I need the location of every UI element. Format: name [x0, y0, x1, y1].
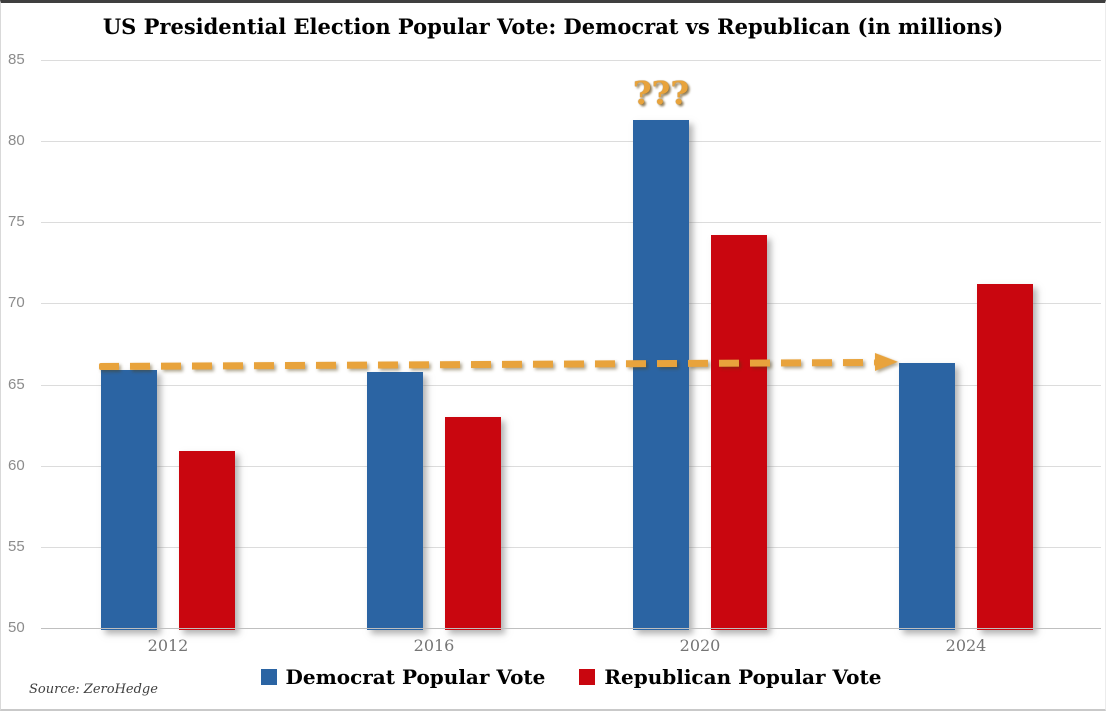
y-tick-label: 55 — [8, 537, 25, 555]
y-tick-label: 50 — [8, 619, 25, 636]
gridline — [41, 628, 1101, 629]
bar-2024-republican — [977, 283, 1033, 630]
plot-area: 50 55 60 65 70 75 80 85 2012 2016 2020 2024 ??? — [1, 3, 1105, 709]
bar-2020-republican — [711, 235, 767, 630]
y-tick-label: 70 — [8, 294, 25, 312]
gridline — [41, 60, 1101, 61]
source-note: Source: ZeroHedge — [29, 682, 158, 697]
y-tick-label: 80 — [8, 132, 25, 150]
legend-item-label: Democrat Popular Vote — [285, 665, 546, 689]
bar-2012-democrat — [101, 369, 157, 630]
chart-title: US Presidential Election Popular Vote: D… — [102, 14, 1004, 39]
legend-item-republican: Republican Popular Vote — [579, 665, 881, 689]
gridline — [41, 465, 1101, 467]
dashed-trend-arrow — [98, 352, 899, 371]
gridline — [41, 546, 1101, 548]
legend-item-label: Republican Popular Vote — [604, 665, 882, 689]
x-tick-label: 2020 — [679, 636, 721, 655]
arrowhead-icon — [874, 352, 899, 371]
legend-item-democrat: Democrat Popular Vote — [260, 665, 546, 689]
y-tick-label: 75 — [8, 213, 25, 231]
bar-2016-republican — [445, 417, 501, 630]
legend: Democrat Popular Vote Republican Popular… — [41, 665, 1101, 689]
democrat-swatch-icon — [260, 669, 277, 685]
bar-2020-democrat — [633, 120, 689, 630]
republican-swatch-icon — [579, 669, 596, 685]
bar-2024-democrat — [899, 363, 955, 630]
bar-2012-republican — [179, 451, 235, 630]
gridline — [41, 384, 1101, 386]
y-tick-label: 60 — [8, 456, 25, 474]
gridline — [41, 141, 1101, 143]
question-marks-annotation: ??? — [632, 74, 690, 113]
x-tick-label: 2016 — [413, 636, 455, 655]
gridline — [41, 303, 1101, 305]
x-tick-label: 2012 — [147, 636, 189, 655]
bar-2016-democrat — [367, 371, 423, 630]
y-tick-label: 65 — [8, 375, 25, 393]
x-tick-label: 2024 — [945, 636, 987, 655]
gridline — [41, 222, 1101, 224]
y-tick-label: 85 — [8, 51, 25, 68]
